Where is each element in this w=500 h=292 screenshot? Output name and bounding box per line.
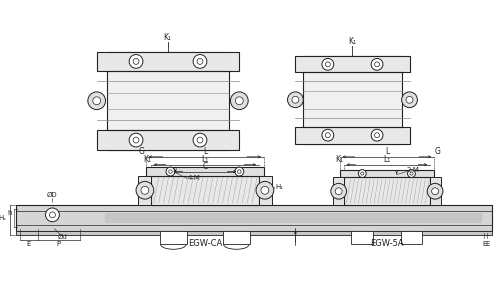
- Circle shape: [129, 55, 143, 68]
- Text: C: C: [202, 162, 207, 171]
- Circle shape: [133, 137, 139, 143]
- Bar: [296, 127, 410, 144]
- Circle shape: [261, 186, 269, 194]
- Circle shape: [326, 62, 330, 67]
- Bar: [16, 205, 492, 231]
- Text: L₁: L₁: [202, 155, 208, 164]
- Circle shape: [326, 133, 330, 138]
- Circle shape: [141, 186, 149, 194]
- Circle shape: [288, 92, 304, 108]
- Text: ØD: ØD: [47, 192, 58, 198]
- Circle shape: [238, 170, 241, 173]
- Text: L₁: L₁: [384, 155, 390, 164]
- Text: K₁: K₁: [143, 155, 151, 164]
- Circle shape: [193, 133, 207, 147]
- Text: P: P: [57, 241, 61, 247]
- Bar: [138, 175, 151, 205]
- Circle shape: [322, 58, 334, 70]
- Circle shape: [410, 172, 413, 175]
- Circle shape: [406, 96, 413, 103]
- Bar: [304, 55, 402, 144]
- Text: H₁: H₁: [276, 184, 283, 190]
- Circle shape: [408, 170, 416, 178]
- Circle shape: [236, 97, 244, 105]
- Text: K₁: K₁: [164, 33, 172, 42]
- Circle shape: [427, 183, 443, 199]
- Circle shape: [93, 97, 100, 105]
- Circle shape: [432, 188, 438, 195]
- Circle shape: [197, 58, 203, 64]
- Circle shape: [168, 170, 172, 173]
- Text: K₁: K₁: [336, 155, 344, 164]
- Circle shape: [335, 188, 342, 195]
- Bar: [222, 231, 250, 244]
- Text: Hₛ: Hₛ: [0, 215, 6, 221]
- Text: 2-M: 2-M: [406, 167, 420, 173]
- Bar: [352, 231, 373, 244]
- Circle shape: [230, 92, 248, 110]
- Circle shape: [371, 129, 383, 141]
- Circle shape: [133, 58, 139, 64]
- Bar: [106, 52, 230, 150]
- Circle shape: [371, 58, 383, 70]
- Circle shape: [235, 167, 244, 176]
- Bar: [333, 178, 344, 205]
- Text: 4-M: 4-M: [187, 175, 200, 181]
- Polygon shape: [18, 205, 85, 231]
- Bar: [259, 175, 272, 205]
- Text: E: E: [26, 241, 31, 247]
- Text: G: G: [435, 147, 441, 157]
- Bar: [16, 231, 492, 234]
- Circle shape: [402, 92, 417, 108]
- Bar: [160, 231, 187, 244]
- Text: L: L: [385, 147, 389, 157]
- Circle shape: [136, 181, 154, 199]
- Bar: [430, 178, 441, 205]
- Circle shape: [88, 92, 106, 110]
- Bar: [340, 170, 434, 178]
- Circle shape: [46, 208, 60, 222]
- Circle shape: [256, 181, 274, 199]
- Text: E: E: [482, 241, 486, 247]
- Circle shape: [129, 133, 143, 147]
- Text: Ød: Ød: [58, 234, 67, 239]
- Text: K₁: K₁: [348, 37, 356, 46]
- Bar: [96, 130, 240, 150]
- Bar: [146, 167, 264, 175]
- Text: EGW-CA: EGW-CA: [188, 239, 222, 248]
- Bar: [296, 55, 410, 72]
- Circle shape: [193, 55, 207, 68]
- Circle shape: [331, 183, 346, 199]
- Circle shape: [292, 96, 299, 103]
- Circle shape: [322, 129, 334, 141]
- Text: EGW-5A: EGW-5A: [370, 239, 404, 248]
- Circle shape: [166, 167, 175, 176]
- Text: h: h: [8, 210, 12, 216]
- Circle shape: [374, 62, 380, 67]
- Bar: [151, 175, 259, 205]
- Text: E: E: [485, 241, 490, 247]
- Bar: [400, 231, 422, 244]
- Text: L: L: [203, 147, 207, 157]
- Circle shape: [197, 137, 203, 143]
- Bar: [96, 52, 240, 71]
- Text: G: G: [139, 147, 145, 157]
- Bar: [344, 178, 430, 205]
- Circle shape: [358, 170, 366, 178]
- Circle shape: [374, 133, 380, 138]
- Circle shape: [360, 172, 364, 175]
- Circle shape: [50, 212, 56, 218]
